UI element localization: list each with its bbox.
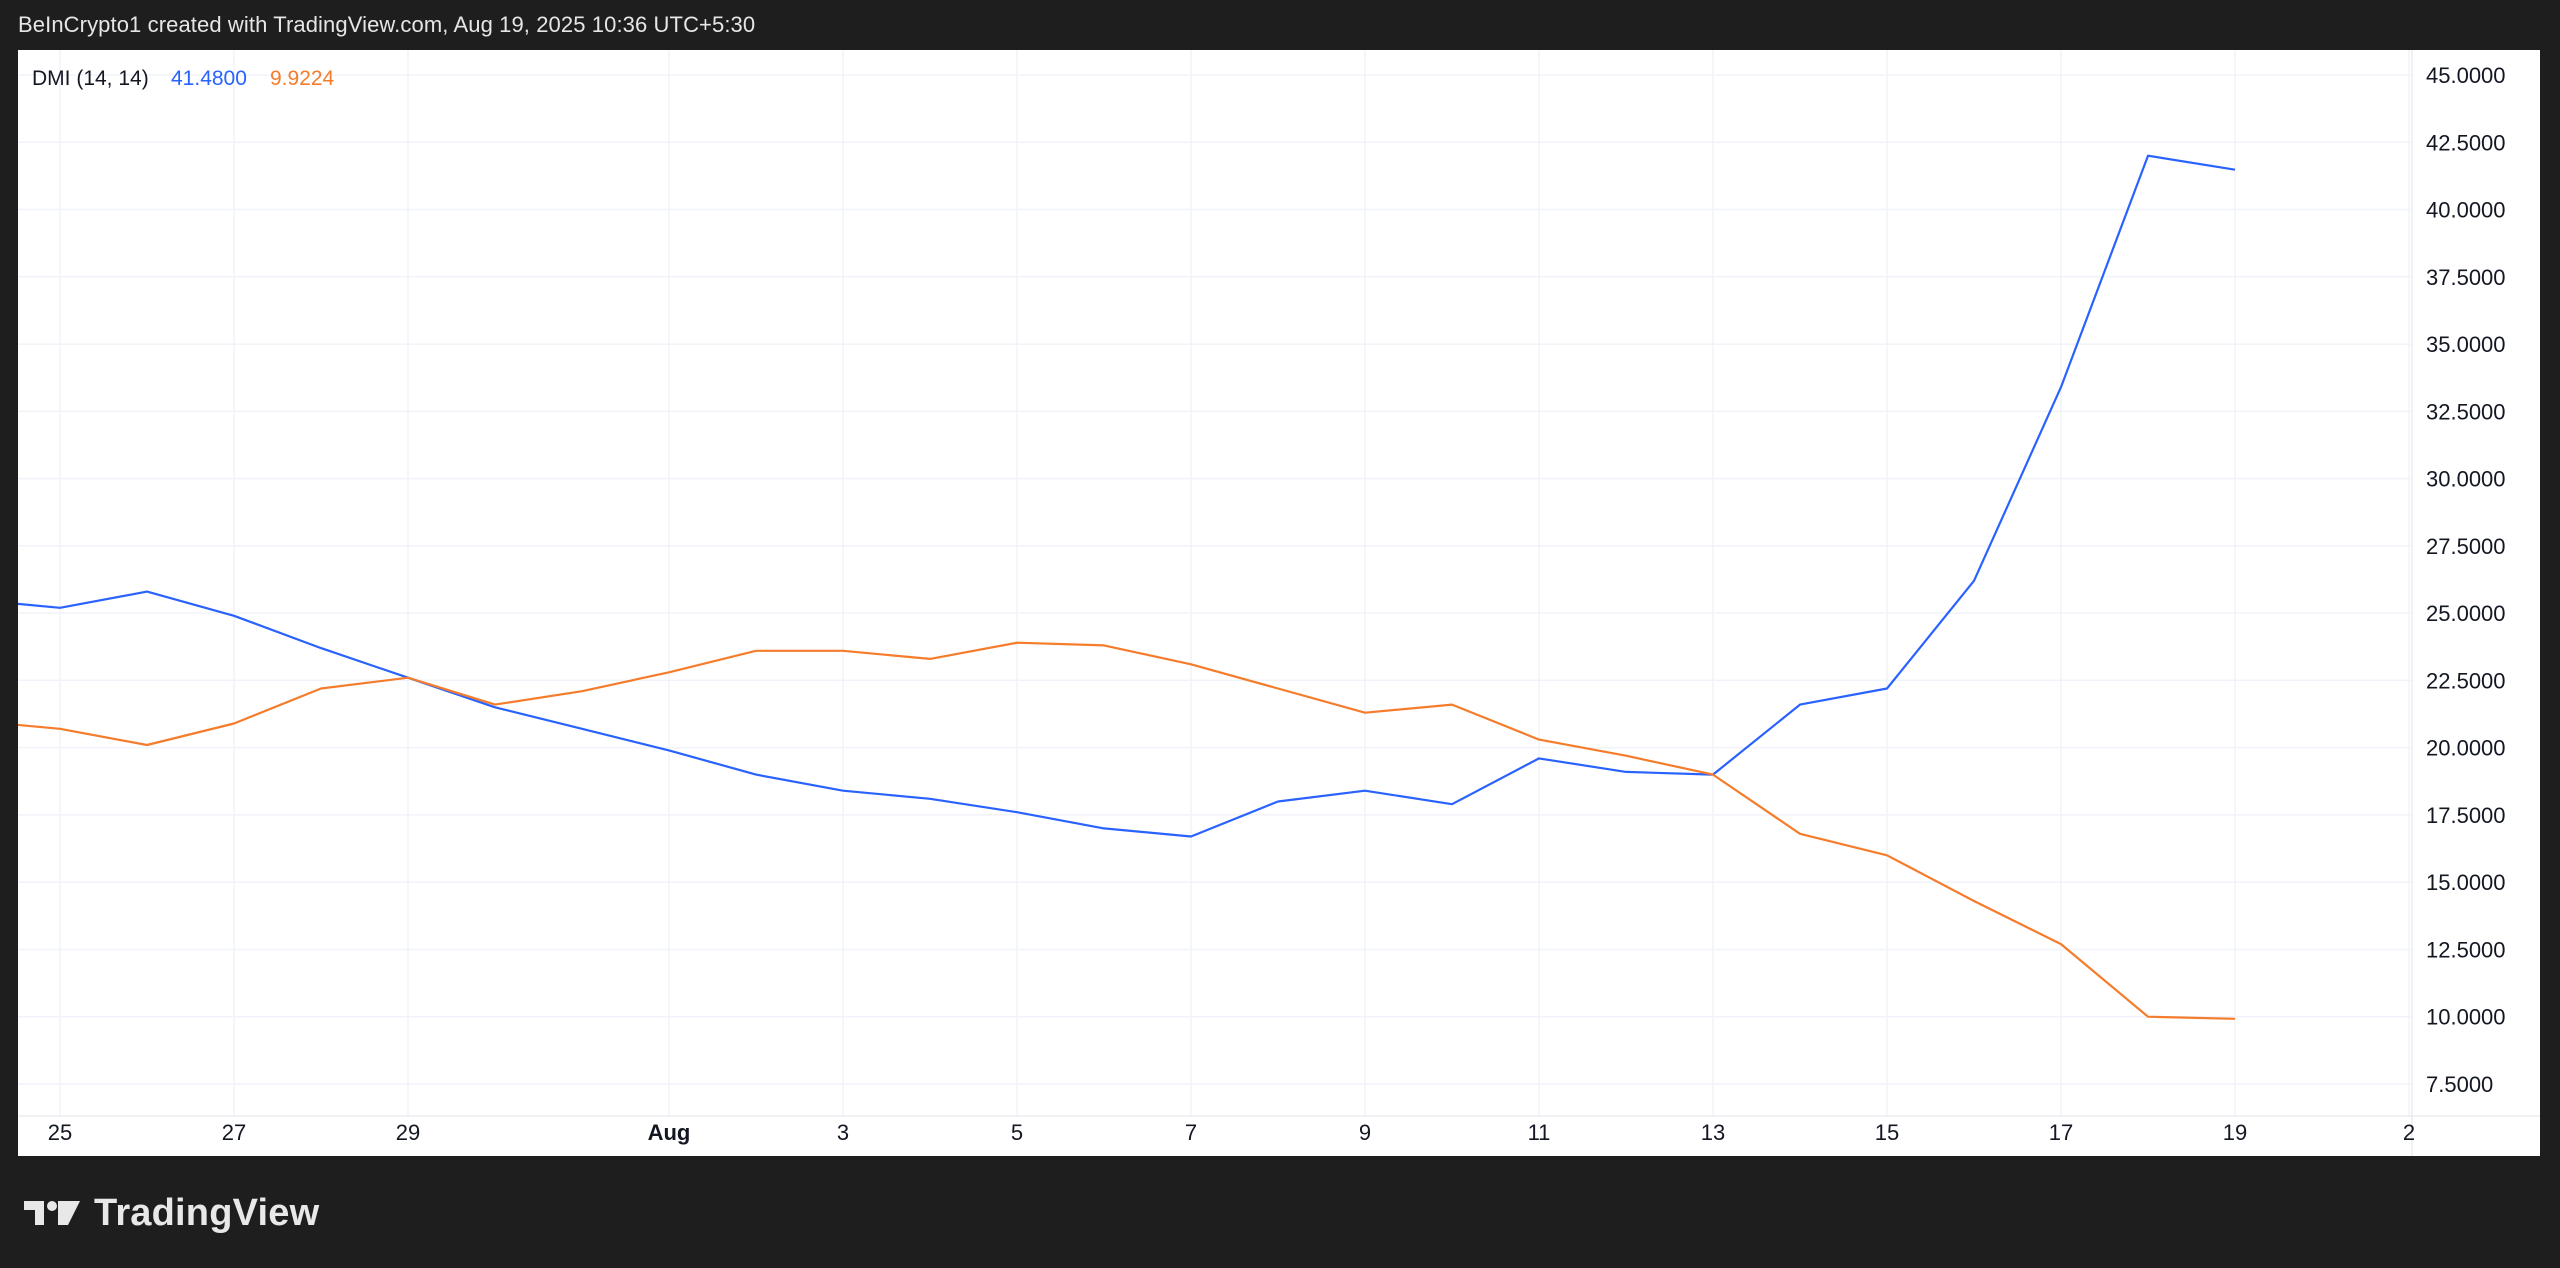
y-tick-label: 10.0000 xyxy=(2426,1005,2506,1030)
grid-lines xyxy=(18,50,2412,1116)
x-tick-label: 2 xyxy=(2403,1120,2415,1145)
x-tick-label: 15 xyxy=(1875,1120,1899,1145)
x-axis: 25 27 29 Aug 3 5 7 9 11 13 15 17 19 2 xyxy=(18,1115,2540,1145)
tradingview-brand-text: TradingView xyxy=(94,1191,320,1234)
x-tick-label: 3 xyxy=(837,1120,849,1145)
y-tick-label: 12.5000 xyxy=(2426,937,2506,962)
minus-di-line xyxy=(18,641,2236,1020)
x-tick-label: 19 xyxy=(2223,1120,2247,1145)
chart-attribution: BeInCrypto1 created with TradingView.com… xyxy=(18,12,756,37)
legend-minus-di-value: 9.9224 xyxy=(270,67,335,90)
y-tick-label: 30.0000 xyxy=(2426,467,2506,492)
x-tick-label: 25 xyxy=(48,1120,72,1145)
x-tick-label: 5 xyxy=(1011,1120,1023,1145)
y-tick-label: 27.5000 xyxy=(2426,534,2506,559)
y-tick-label: 22.5000 xyxy=(2426,668,2506,693)
y-tick-label: 35.0000 xyxy=(2426,332,2506,357)
legend-indicator-name: DMI (14, 14) xyxy=(32,67,149,90)
y-axis: 7.5000 10.0000 12.5000 15.0000 17.5000 20.000… xyxy=(2411,50,2506,1156)
x-tick-label: 11 xyxy=(1528,1120,1551,1145)
legend-plus-di-value: 41.4800 xyxy=(171,67,247,90)
y-tick-label: 40.0000 xyxy=(2426,198,2506,223)
x-tick-label: 9 xyxy=(1359,1120,1371,1145)
y-tick-label: 32.5000 xyxy=(2426,399,2506,424)
y-tick-label: 37.5000 xyxy=(2426,265,2506,290)
x-tick-label: 17 xyxy=(2049,1120,2073,1145)
y-tick-label: 17.5000 xyxy=(2426,803,2506,828)
series-lines xyxy=(18,154,2236,1020)
x-tick-label: 29 xyxy=(396,1120,420,1145)
dmi-chart[interactable]: 7.5000 10.0000 12.5000 15.0000 17.5000 20.000… xyxy=(18,50,2540,1156)
x-tick-label: 7 xyxy=(1185,1120,1197,1145)
y-tick-label: 42.5000 xyxy=(2426,130,2506,155)
tradingview-logo-icon xyxy=(24,1201,80,1225)
y-tick-label: 20.0000 xyxy=(2426,736,2506,761)
y-tick-label: 7.5000 xyxy=(2426,1072,2493,1097)
y-tick-label: 25.0000 xyxy=(2426,601,2506,626)
x-tick-label: 13 xyxy=(1701,1120,1725,1145)
plus-di-line xyxy=(18,154,2236,838)
legend: DMI (14, 14) 41.4800 9.9224 xyxy=(32,67,335,90)
y-tick-label: 45.0000 xyxy=(2426,63,2506,88)
y-tick-label: 15.0000 xyxy=(2426,870,2506,895)
tradingview-logo[interactable]: TradingView xyxy=(22,1188,319,1238)
x-tick-label: Aug xyxy=(648,1120,691,1145)
x-tick-label: 27 xyxy=(222,1120,246,1145)
chart-panel: 7.5000 10.0000 12.5000 15.0000 17.5000 20.000… xyxy=(18,50,2540,1156)
